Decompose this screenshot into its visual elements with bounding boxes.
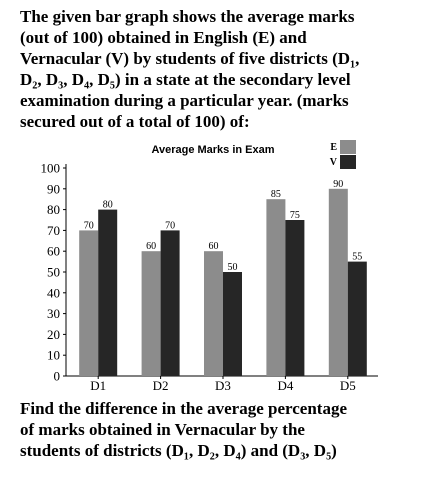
data-label: 55: [352, 252, 362, 263]
y-tick-label: 50: [47, 265, 60, 280]
data-label: 50: [228, 262, 238, 273]
bar-d1-v: [98, 209, 118, 376]
y-tick-label: 30: [47, 306, 60, 321]
question-line: examination during a particular year. (m…: [20, 91, 349, 110]
legend-label: V: [330, 157, 338, 168]
bar-d2-e: [141, 251, 161, 376]
y-tick-label: 100: [41, 161, 61, 176]
legend-swatch-v: [340, 155, 356, 169]
y-tick-label: 90: [47, 181, 60, 196]
legend-label: E: [330, 142, 337, 153]
question-intro: The given bar graph shows the average ma…: [20, 6, 408, 132]
bar-d5-e: [328, 188, 348, 376]
y-tick-label: 0: [54, 369, 61, 384]
data-label: 75: [290, 210, 300, 221]
data-label: 60: [209, 241, 219, 252]
x-tick-label: D3: [215, 378, 231, 393]
bar-d4-e: [266, 199, 286, 376]
y-tick-label: 10: [47, 348, 60, 363]
question-line: of marks obtained in Vernacular by the: [20, 420, 305, 439]
question-line: The given bar graph shows the average ma…: [20, 7, 355, 26]
x-tick-label: D5: [340, 378, 356, 393]
question-line: (out of 100) obtained in English (E) and: [20, 28, 307, 47]
x-tick-label: D4: [277, 378, 293, 393]
bar-d1-e: [79, 230, 99, 376]
bar-d2-v: [160, 230, 180, 376]
question-line: secured out of a total of 100) of:: [20, 112, 250, 131]
bar-d5-v: [347, 261, 367, 376]
chart-title: Average Marks in Exam: [151, 144, 274, 156]
y-tick-label: 60: [47, 244, 60, 259]
data-label: 70: [165, 220, 175, 231]
question-line: D₂, D₃, D₄, D₅) in a state at the second…: [20, 70, 351, 89]
question-line: students of districts (D₁, D₂, D₄) and (…: [20, 441, 337, 460]
question-prompt: Find the difference in the average perce…: [20, 398, 408, 461]
data-label: 85: [271, 189, 281, 200]
bar-d4-v: [285, 220, 305, 376]
data-label: 60: [146, 241, 156, 252]
bar-d3-v: [223, 272, 242, 376]
question-line: Find the difference in the average perce…: [20, 399, 348, 418]
x-tick-label: D2: [153, 378, 169, 393]
data-label: 80: [103, 200, 113, 211]
data-label: 90: [333, 179, 343, 190]
x-tick-label: D1: [90, 378, 106, 393]
question-line: Vernacular (V) by students of five distr…: [20, 49, 360, 68]
data-label: 70: [84, 220, 94, 231]
legend-swatch-e: [340, 140, 356, 154]
bar-d3-e: [204, 251, 223, 376]
y-tick-label: 20: [47, 327, 60, 342]
y-tick-label: 70: [47, 223, 60, 238]
y-tick-label: 80: [47, 202, 60, 217]
y-tick-label: 40: [47, 285, 60, 300]
